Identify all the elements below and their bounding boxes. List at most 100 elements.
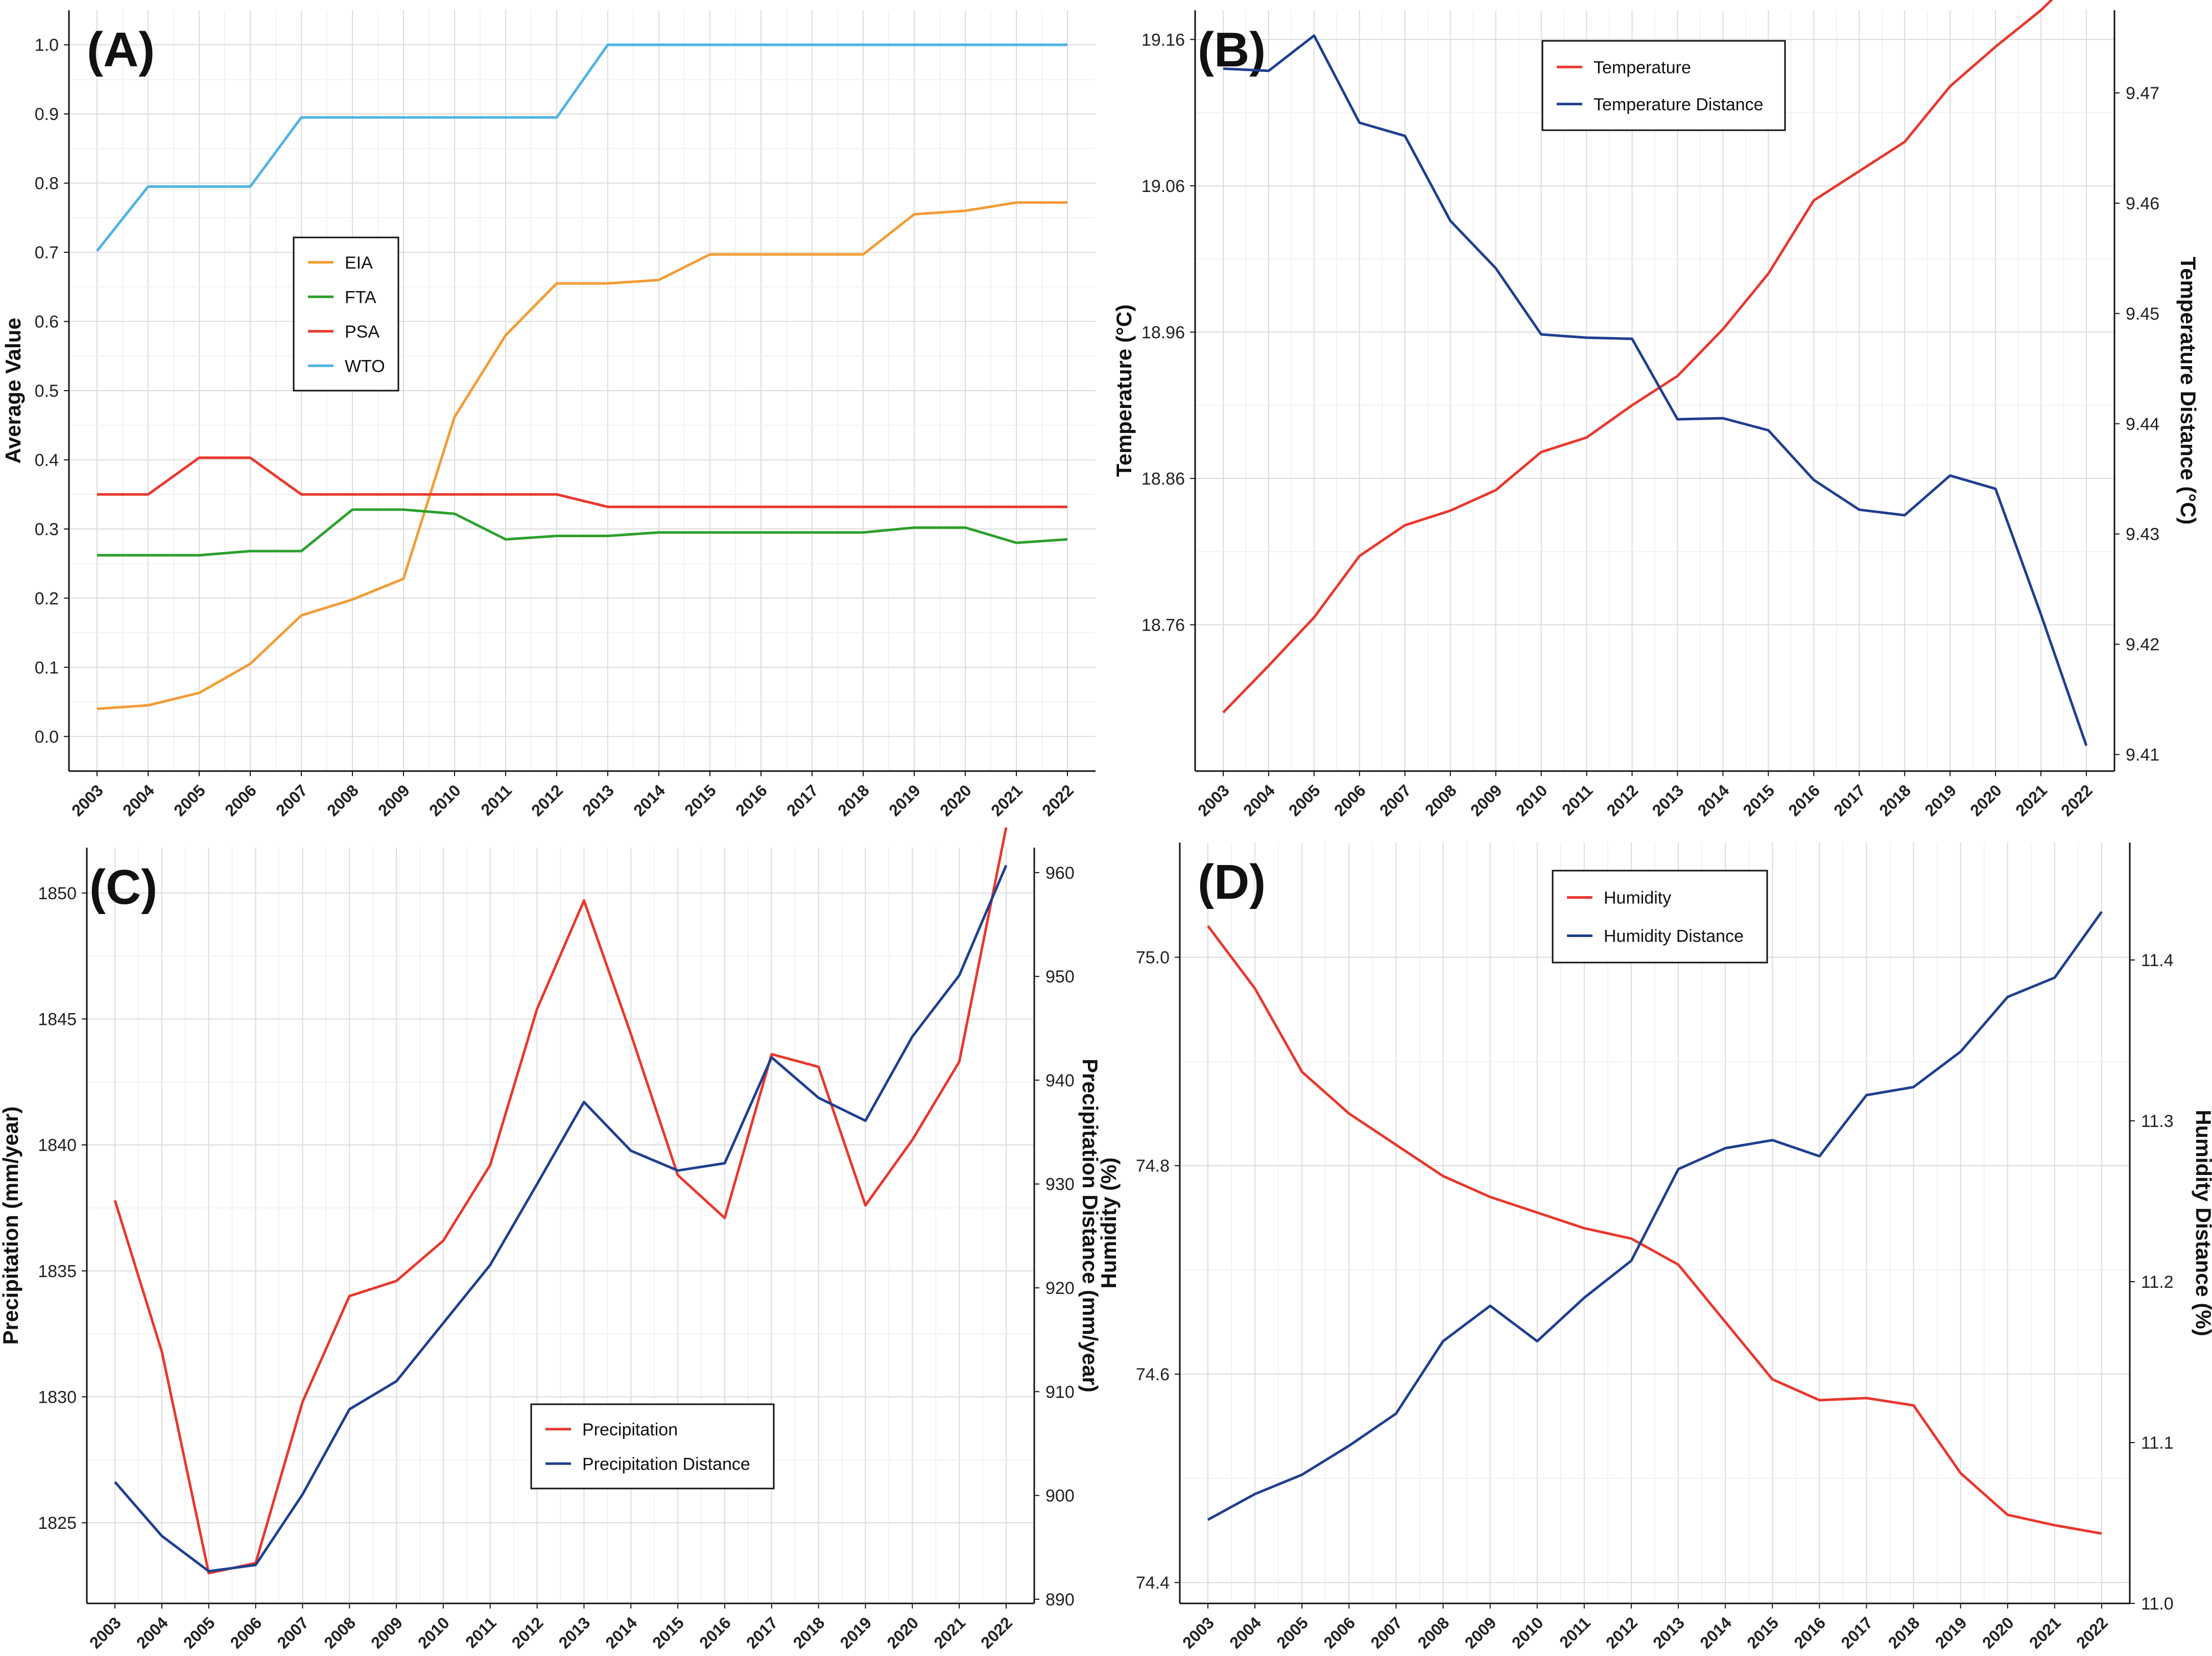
y2-tick-label: 950 (1045, 967, 1075, 987)
y-tick-label: 18.76 (1141, 615, 1185, 635)
y-tick-label: 0.0 (35, 727, 59, 747)
y2-tick-label: 9.43 (2126, 525, 2159, 544)
x-tick-label: 2017 (1830, 781, 1869, 820)
x-tick-label: 2014 (1696, 1613, 1735, 1652)
series-line-precipitation-distance (114, 865, 1008, 1573)
y-tick-label: 1830 (38, 1387, 77, 1407)
legend-label: Temperature Distance (1593, 95, 1764, 114)
legend: EIA FTA PSA WTO (293, 236, 399, 392)
x-tick-label: 2015 (649, 1613, 687, 1652)
x-tick-label: 2016 (732, 781, 771, 820)
legend-label: EIA (345, 253, 373, 273)
x-tick-label: 2003 (86, 1613, 125, 1652)
x-tick-label: 2013 (579, 781, 617, 820)
x-tick-label: 2013 (555, 1613, 594, 1652)
x-tick-label: 2016 (1785, 781, 1823, 820)
y2-tick-label: 9.42 (2126, 635, 2159, 655)
y2-tick-label: 890 (1045, 1590, 1075, 1610)
x-tick-label: 2008 (320, 1613, 359, 1652)
series-line-precipitation (113, 827, 1008, 1575)
y2-tick-label: 930 (1045, 1175, 1075, 1194)
y-tick-label: 1835 (38, 1262, 77, 1281)
y-tick-label: 0.2 (35, 589, 59, 608)
x-tick-label: 2020 (936, 781, 975, 820)
y-axis-title: Average Value (1, 318, 25, 464)
x-tick-label: 2022 (977, 1613, 1016, 1652)
x-tick-label: 2022 (2073, 1613, 2111, 1652)
x-tick-label: 2004 (1226, 1613, 1265, 1652)
y-axis-title: Precipitation (mm/year) (0, 1107, 22, 1345)
x-tick-label: 2010 (1508, 1613, 1547, 1652)
x-tick-label: 2012 (528, 781, 566, 820)
x-tick-label: 2009 (367, 1613, 406, 1652)
x-tick-label: 2007 (274, 1613, 313, 1652)
x-tick-label: 2008 (1414, 1613, 1453, 1652)
y-tick-label: 1850 (38, 884, 77, 903)
x-tick-label: 2013 (1649, 1613, 1688, 1652)
y2-axis-title: Temperature Distance (°C) (2176, 257, 2200, 525)
x-tick-label: 2003 (1179, 1613, 1218, 1652)
x-tick-label: 2021 (2026, 1613, 2064, 1652)
y-tick-label: 0.6 (35, 313, 59, 332)
x-tick-label: 2019 (1921, 781, 1960, 820)
x-tick-label: 2010 (425, 781, 464, 820)
series-line-humidity-distance (1207, 911, 2103, 1521)
x-tick-label: 2013 (1649, 781, 1687, 820)
legend: Humidity Humidity Distance (1552, 870, 1768, 964)
y-tick-label: 18.86 (1141, 469, 1185, 489)
x-tick-label: 2020 (1979, 1613, 2017, 1652)
y2-axis-title: Precipitation Distance (mm/year) (1078, 1059, 1102, 1393)
series-line-fta (97, 508, 1068, 557)
y2-tick-label: 9.44 (2126, 415, 2159, 434)
y-tick-label: 19.06 (1141, 177, 1185, 196)
x-tick-label: 2016 (1791, 1613, 1829, 1652)
x-tick-label: 2005 (180, 1613, 219, 1652)
x-tick-label: 2019 (837, 1613, 875, 1652)
x-tick-label: 2017 (1838, 1613, 1876, 1652)
y-tick-label: 1.0 (35, 36, 59, 55)
x-tick-label: 2003 (1194, 781, 1233, 820)
y-tick-label: 0.4 (35, 450, 59, 470)
y2-tick-label: 11.3 (2141, 1112, 2174, 1131)
x-tick-label: 2007 (272, 781, 311, 820)
panel-letter: (C) (89, 860, 157, 915)
legend-label: Temperature (1593, 58, 1691, 77)
x-tick-label: 2012 (508, 1613, 547, 1652)
legend-box (1552, 870, 1768, 964)
panel-letter: (D) (1198, 855, 1266, 909)
x-tick-label: 2006 (1330, 781, 1369, 820)
x-tick-label: 2014 (1694, 781, 1733, 820)
y-tick-label: 1845 (38, 1010, 77, 1029)
y-axis-title: Humidity (%) (1097, 1158, 1121, 1289)
legend-label: Precipitation (582, 1420, 678, 1439)
x-tick-label: 2004 (1240, 781, 1278, 820)
x-tick-label: 2004 (119, 781, 158, 820)
x-tick-label: 2005 (1285, 781, 1324, 820)
x-tick-label: 2009 (1467, 781, 1506, 820)
y2-tick-label: 9.47 (2126, 84, 2159, 103)
series-line-humidity (1207, 925, 2102, 1535)
panel-letter: (A) (87, 22, 155, 77)
panel-c: 1825 1830 1835 1840 1845 1850 890 900 910 920 930 9… (0, 827, 1102, 1652)
x-tick-label: 2015 (681, 781, 720, 820)
x-tick-label: 2011 (1558, 781, 1597, 819)
legend-label: Humidity (1604, 889, 1671, 908)
y-tick-label: 0.5 (35, 381, 59, 401)
x-tick-label: 2006 (1320, 1613, 1359, 1652)
x-tick-label: 2003 (68, 781, 107, 820)
x-tick-label: 2021 (2012, 781, 2051, 820)
x-tick-label: 2010 (414, 1613, 453, 1652)
y-tick-label: 1840 (38, 1136, 77, 1155)
x-tick-label: 2004 (133, 1613, 172, 1652)
legend-label: WTO (345, 356, 385, 376)
x-tick-label: 2018 (790, 1613, 828, 1652)
y-tick-label: 0.8 (35, 174, 59, 194)
legend-label: PSA (345, 322, 379, 342)
y-tick-label: 0.1 (35, 658, 59, 678)
x-tick-label: 2020 (1966, 781, 2005, 820)
x-tick-label: 2018 (1875, 781, 1914, 820)
x-tick-label: 2009 (374, 781, 413, 820)
x-tick-label: 2008 (1421, 781, 1460, 820)
y-tick-label: 75.0 (1136, 948, 1170, 968)
y2-tick-label: 11.2 (2141, 1273, 2174, 1292)
